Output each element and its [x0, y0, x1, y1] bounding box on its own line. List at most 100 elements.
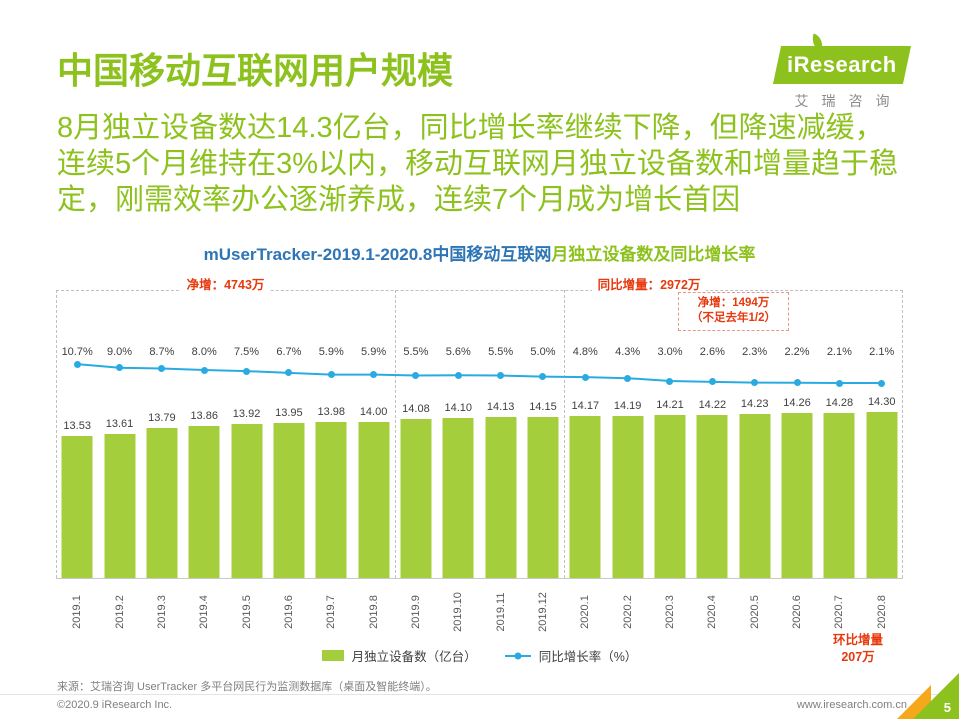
growth-rate-label: 5.9% — [361, 346, 387, 358]
bar-value-label: 13.86 — [190, 409, 218, 422]
annotation-2019-net-increase: 净增：4743万 — [56, 274, 395, 293]
chart-column: 7.5% 13.92 2019.5 — [225, 268, 267, 640]
logo-brand-cn: 艾瑞咨询 — [794, 93, 903, 109]
bar-value-label: 14.17 — [571, 400, 600, 413]
chart-column: 3.0% 14.21 2020.3 — [649, 268, 691, 640]
legend-label: 月独立设备数（亿台） — [351, 650, 477, 664]
chart-column: 2.2% 14.26 2020.6 — [776, 268, 818, 640]
bar — [400, 419, 432, 578]
bar — [104, 433, 136, 578]
bar — [823, 412, 855, 578]
line-point — [497, 372, 505, 379]
bar — [612, 415, 644, 578]
chart-column: 2.1% 14.30 2020.8 — [861, 268, 903, 640]
bar — [188, 425, 220, 578]
chart-column: 4.3% 14.19 2020.2 — [606, 268, 648, 640]
x-axis-label: 2020.7 — [833, 595, 846, 629]
bar-value-label: 13.98 — [317, 406, 345, 419]
x-axis-label: 2020.4 — [706, 595, 719, 629]
section-divider-line — [902, 290, 903, 578]
chart-title-primary: mUserTracker-2019.1-2020.8中国移动互联网 — [203, 245, 552, 264]
bar-value-label: 14.13 — [486, 401, 515, 414]
bar-value-label: 14.15 — [529, 400, 557, 413]
growth-rate-label: 10.7% — [61, 346, 93, 358]
chart-column: 4.8% 14.17 2020.1 — [564, 268, 606, 640]
intro-paragraph: 8月独立设备数达14.3亿台，同比增长率继续下降，但降速减缓，连续5个月维持在3… — [57, 112, 899, 216]
growth-rate-label: 2.3% — [742, 346, 768, 358]
chart-column: 5.0% 14.15 2019.12 — [522, 268, 564, 640]
bar-value-label: 13.95 — [275, 407, 303, 420]
legend-item-bar: 月独立设备数（亿台） — [321, 646, 477, 665]
chart-title: mUserTracker-2019.1-2020.8中国移动互联网月独立设备数及… — [0, 240, 959, 265]
growth-rate-label: 5.5% — [403, 346, 429, 358]
chart-column: 2.3% 14.23 2020.5 — [734, 268, 776, 640]
bar-legend-swatch — [321, 650, 344, 661]
copyright-text: ©2020.9 iResearch Inc. — [57, 699, 173, 711]
x-axis-label: 2019.10 — [452, 592, 465, 632]
line-point — [412, 372, 420, 379]
section-divider-line — [56, 290, 57, 578]
growth-rate-label: 5.9% — [318, 346, 344, 358]
x-axis-label: 2019.1 — [71, 595, 84, 629]
annotation-yoy-increase: 同比增量：2972万 — [395, 274, 903, 293]
annotation-text: 净增：4743万 — [180, 278, 271, 292]
bar-value-label: 14.23 — [740, 398, 769, 411]
growth-rate-label: 8.0% — [191, 346, 217, 358]
line-point — [454, 371, 462, 379]
x-axis-label: 2020.2 — [621, 595, 634, 629]
growth-rate-label: 7.5% — [234, 346, 260, 358]
legend-label: 同比增长率（%） — [538, 650, 638, 664]
chart-legend: 月独立设备数（亿台） 同比增长率（%） — [0, 646, 959, 665]
growth-rate-label: 5.6% — [445, 346, 471, 358]
bar — [231, 424, 263, 578]
line-point — [751, 379, 759, 387]
bar — [358, 421, 390, 578]
line-point — [539, 373, 547, 381]
bar-value-label: 13.79 — [148, 412, 176, 425]
growth-rate-label: 8.7% — [149, 346, 175, 358]
chart-column: 8.0% 13.86 2019.4 — [183, 268, 225, 640]
bar — [866, 412, 898, 578]
x-axis-label: 2020.1 — [579, 595, 592, 629]
chart-title-highlight: 月独立设备数及同比增长率 — [551, 245, 756, 264]
annotation-text: 净增：1494万 — [697, 297, 770, 309]
section-divider-line — [395, 290, 396, 578]
growth-rate-label: 9.0% — [106, 346, 133, 358]
bar-value-label: 14.28 — [825, 396, 854, 409]
growth-rate-label: 2.2% — [784, 346, 810, 358]
line-point — [666, 377, 674, 385]
corner-triangle — [913, 673, 959, 719]
x-axis-label: 2019.4 — [198, 595, 211, 629]
x-axis-label: 2019.5 — [240, 595, 253, 629]
line-point — [243, 367, 251, 375]
chart-columns: 10.7% 13.53 2019.1 9.0% 13.61 2019.2 8.7% 13.79… — [56, 268, 903, 640]
bar — [739, 414, 771, 578]
x-axis-label: 2020.6 — [791, 595, 804, 629]
section-divider-line — [564, 290, 565, 578]
legend-item-line: 同比增长率（%） — [504, 646, 638, 665]
chart-column: 5.5% 14.08 2019.9 — [395, 268, 437, 640]
chart-column: 5.9% 13.98 2019.7 — [310, 268, 352, 640]
growth-rate-label: 6.7% — [276, 346, 302, 358]
line-point — [581, 373, 589, 381]
x-axis-label: 2019.2 — [113, 595, 126, 629]
bar-value-label: 13.53 — [63, 420, 91, 433]
line-point — [708, 378, 716, 386]
growth-rate-label: 4.8% — [572, 346, 598, 358]
line-point — [624, 374, 632, 382]
line-point — [285, 369, 293, 377]
bar-value-label: 13.61 — [105, 417, 134, 430]
annotation-2020-net-increase: 净增：1494万 （不足去年1/2） — [678, 292, 789, 331]
page-title: 中国移动互联网用户规模 — [57, 50, 454, 91]
chart-column: 10.7% 13.53 2019.1 — [56, 268, 98, 640]
bar-value-label: 14.08 — [402, 403, 430, 415]
growth-rate-label: 2.1% — [869, 346, 895, 358]
line-point — [116, 364, 124, 372]
page-number: 5 — [943, 700, 951, 715]
bar-value-label: 14.21 — [656, 398, 684, 411]
line-point — [158, 365, 166, 372]
annotation-text: 环比增量 — [832, 633, 883, 647]
line-point — [878, 379, 886, 387]
website-link[interactable]: www.iresearch.com.cn — [796, 699, 907, 711]
x-axis-label: 2019.7 — [325, 595, 338, 629]
